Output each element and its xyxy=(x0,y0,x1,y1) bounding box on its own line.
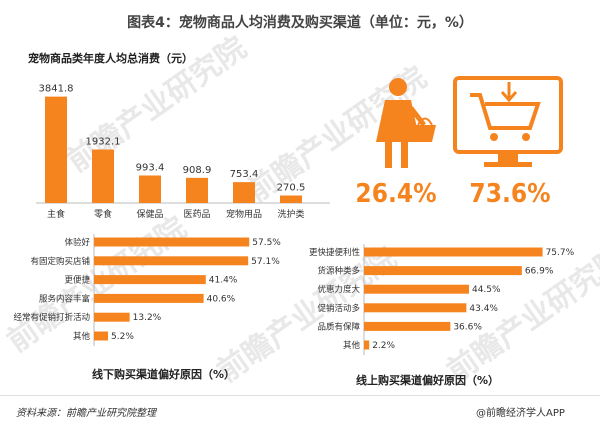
reason-bar xyxy=(364,303,467,313)
consumption-bar xyxy=(280,195,302,203)
reason-category-label: 促销活动多 xyxy=(317,303,360,314)
reason-bar xyxy=(94,293,204,303)
reason-value-label: 2.2% xyxy=(372,341,395,351)
reason-value-label: 43.4% xyxy=(469,304,498,314)
reason-value-label: 41.4% xyxy=(209,276,238,286)
computer-shopping-cart-icon xyxy=(453,76,563,167)
reason-value-label: 40.6% xyxy=(207,294,236,304)
reason-category-label: 有固定购买店铺 xyxy=(30,256,90,267)
reason-bar xyxy=(364,247,543,257)
consumption-category-label: 宠物用品 xyxy=(226,208,262,220)
reason-value-label: 75.7% xyxy=(546,248,575,258)
reason-bar xyxy=(94,331,109,341)
consumption-category-label: 洗护类 xyxy=(277,208,304,220)
consumption-category-label: 保健品 xyxy=(136,208,163,220)
reason-category-label: 更快捷便利性 xyxy=(309,247,361,258)
online-chart-title: 线上购买渠道偏好原因（%） xyxy=(356,374,500,387)
reason-value-label: 66.9% xyxy=(525,267,554,277)
consumption-bar xyxy=(186,177,208,203)
consumption-value-label: 908.9 xyxy=(183,165,212,176)
brand-credit: @前瞻经济学人APP xyxy=(476,408,565,419)
reason-category-label: 更便捷 xyxy=(64,275,90,286)
reason-value-label: 44.5% xyxy=(472,285,501,295)
reason-bar xyxy=(94,237,250,247)
consumption-bar xyxy=(92,149,114,203)
reason-category-label: 其他 xyxy=(343,340,361,351)
reason-category-label: 体验好 xyxy=(64,237,90,248)
online-reason-bars: 更快捷便利性 75.7% 货源种类多 66.9% 优惠力度大 44.5% 促销活动多 43.4… xyxy=(309,244,575,355)
reason-bar xyxy=(94,312,130,322)
reason-value-label: 5.2% xyxy=(111,332,134,342)
consumption-value-label: 1932.1 xyxy=(86,136,121,147)
offline-reason-bars: 体验好 57.5% 有固定购买店铺 57.1% 更便捷 41.4% 服务内容丰富 40.6% 经… xyxy=(13,234,281,346)
consumption-value-label: 270.5 xyxy=(277,183,306,194)
shopper-with-basket-icon xyxy=(376,78,436,168)
reason-bar xyxy=(364,266,522,276)
reason-bar xyxy=(364,284,469,294)
online-share-value: 73.6% xyxy=(469,179,550,209)
reason-value-label: 13.2% xyxy=(133,313,162,323)
consumption-value-label: 993.4 xyxy=(136,162,165,173)
reason-category-label: 货源种类多 xyxy=(317,266,360,277)
reason-bar xyxy=(364,321,451,331)
footer-divider xyxy=(0,395,600,396)
consumption-category-label: 医药品 xyxy=(183,209,210,220)
offline-share-value: 26.4% xyxy=(355,179,436,209)
consumption-bar xyxy=(139,175,161,203)
consumption-chart-title: 宠物商品类年度人均总消费（元） xyxy=(28,52,193,65)
consumption-value-label: 753.4 xyxy=(230,169,259,180)
reason-category-label: 优惠力度大 xyxy=(317,284,360,295)
consumption-bar xyxy=(233,182,255,203)
page-title: 图表4：宠物商品人均消费及购买渠道（单位：元，%） xyxy=(127,15,473,31)
consumption-bars: 3841.8 主食 1932.1 零食 993.4 保健品 908.9 医药品 753.4 宠物用… xyxy=(39,84,306,220)
offline-chart-title: 线下购买渠道偏好原因（%） xyxy=(92,368,236,381)
consumption-bar xyxy=(45,96,67,203)
reason-category-label: 经常有促销打折活动 xyxy=(13,312,90,323)
reason-value-label: 57.1% xyxy=(251,257,280,267)
consumption-category-label: 主食 xyxy=(47,208,65,220)
reason-value-label: 36.6% xyxy=(453,322,482,332)
reason-bar xyxy=(94,275,206,285)
reason-bar xyxy=(364,340,370,350)
reason-category-label: 服务内容丰富 xyxy=(39,293,90,304)
source-note: 资料来源：前瞻产业研究院整理 xyxy=(16,408,156,419)
reason-category-label: 品质有保障 xyxy=(317,321,360,332)
reason-value-label: 57.5% xyxy=(252,238,281,248)
consumption-category-label: 零食 xyxy=(94,208,112,220)
reason-category-label: 其他 xyxy=(73,331,91,342)
reason-bar xyxy=(94,256,249,266)
consumption-value-label: 3841.8 xyxy=(39,84,74,95)
